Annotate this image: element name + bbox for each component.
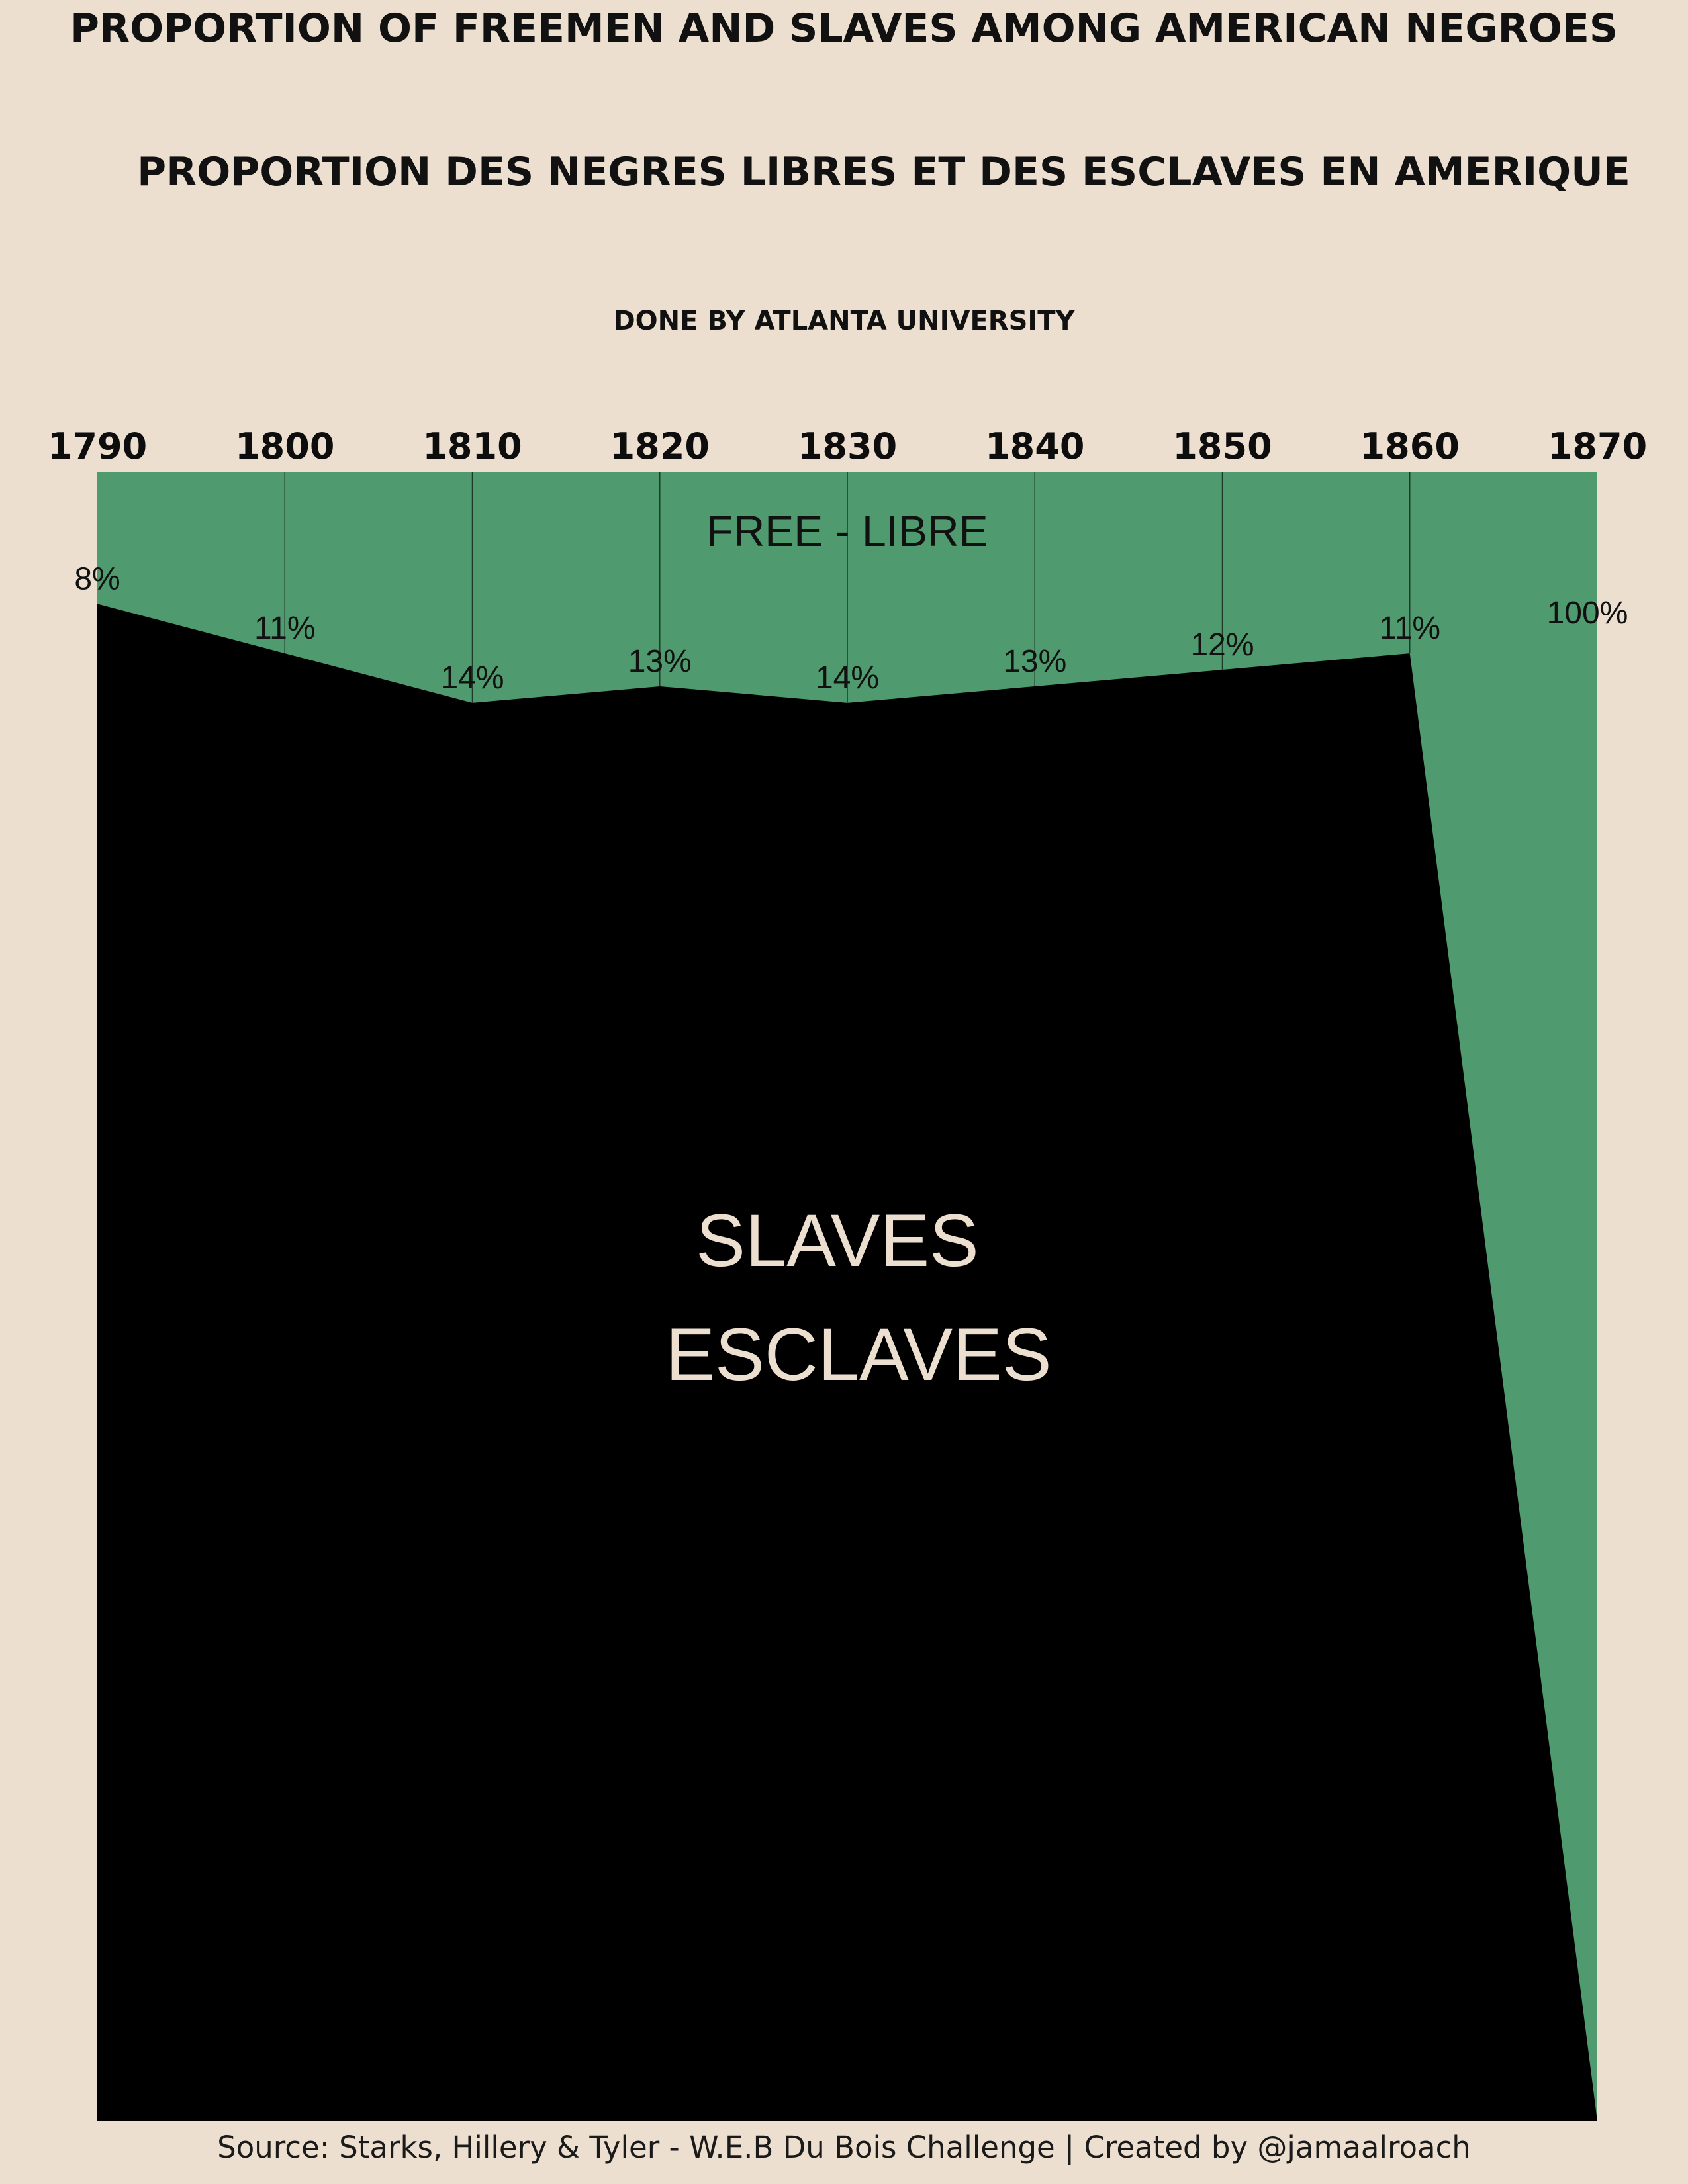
chart-title: PROPORTION OF FREEMEN AND SLAVES AMONG A… <box>70 5 1618 52</box>
x-tick-label-1850: 1850 <box>1172 426 1272 467</box>
data-label-1850: 12% <box>1190 627 1254 662</box>
x-tick-label-1870: 1870 <box>1548 426 1647 467</box>
data-label-1790: 8% <box>74 561 120 596</box>
x-tick-label-1810: 1810 <box>422 426 522 467</box>
x-tick-label-1790: 1790 <box>48 426 147 467</box>
data-labels: 8% 11% 14% 13% 14% 13% 12% 11% 100% <box>74 561 1628 696</box>
x-axis-ticks: 1790 1800 1810 1820 1830 1840 1850 1860 1870 <box>48 426 1647 467</box>
x-tick-label-1830: 1830 <box>798 426 897 467</box>
data-label-1810: 14% <box>440 660 504 696</box>
chart-title-french: PROPORTION DES NEGRES LIBRES ET DES ESCL… <box>137 149 1630 195</box>
data-label-1830: 14% <box>816 660 879 696</box>
data-label-1820: 13% <box>628 644 692 679</box>
free-region-label: FREE - LIBRE <box>706 506 988 555</box>
data-label-1840: 13% <box>1003 644 1066 679</box>
x-tick-label-1840: 1840 <box>985 426 1084 467</box>
x-tick-label-1820: 1820 <box>610 426 710 467</box>
data-label-1860: 11% <box>1379 611 1440 646</box>
chart-areas <box>97 472 1597 2122</box>
data-label-1870: 100% <box>1547 596 1628 631</box>
slaves-area <box>97 604 1597 2122</box>
x-tick-label-1800: 1800 <box>235 426 334 467</box>
data-label-1800: 11% <box>254 611 316 646</box>
chart-gridlines <box>284 472 1411 703</box>
x-tick-label-1860: 1860 <box>1360 426 1460 467</box>
slaves-region-label: SLAVES <box>696 1199 979 1282</box>
chart-subtitle: DONE BY ATLANTA UNIVERSITY <box>613 306 1075 336</box>
esclaves-region-label: ESCLAVES <box>665 1313 1051 1396</box>
source-caption: Source: Starks, Hillery & Tyler - W.E.B … <box>217 2130 1471 2165</box>
